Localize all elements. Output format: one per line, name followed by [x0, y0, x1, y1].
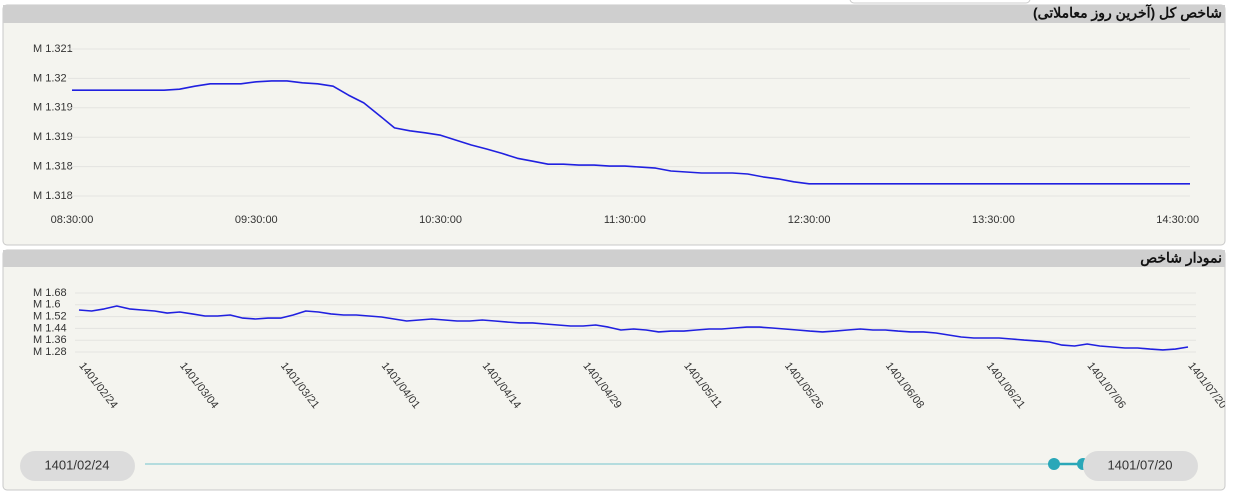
y-tick-label: M 1.6 [33, 299, 61, 311]
panel-header [3, 250, 1225, 267]
slider-handle[interactable] [1048, 458, 1060, 470]
top-tab[interactable] [849, 0, 1031, 4]
y-tick-label: M 1.319 [33, 102, 73, 114]
y-tick-label: M 1.318 [33, 190, 73, 202]
y-tick-label: M 1.32 [33, 72, 67, 84]
x-tick-label: 08:30:00 [51, 214, 94, 226]
y-tick-label: M 1.321 [33, 43, 73, 55]
slider-start-pill[interactable] [20, 451, 135, 481]
y-tick-label: M 1.36 [33, 334, 67, 346]
panel-header [3, 5, 1225, 23]
x-tick-label: 09:30:00 [235, 214, 278, 226]
line [78, 305, 1189, 351]
x-tick-label: 12:30:00 [788, 214, 831, 226]
y-tick-label: M 1.319 [33, 131, 73, 143]
x-tick-label: 14:30:00 [1156, 214, 1199, 226]
slider-end-pill[interactable] [1083, 451, 1198, 481]
panel [2, 4, 1226, 246]
chart-title: شاخص کل (آخرین روز معاملاتی) [1033, 4, 1222, 22]
chart-title: نمودار شاخص [1140, 250, 1222, 267]
y-tick-label: M 1.318 [33, 161, 73, 173]
y-tick-label: M 1.28 [33, 346, 67, 358]
x-tick-label: 11:30:00 [604, 214, 646, 226]
x-tick-label: 10:30:00 [419, 214, 462, 226]
y-tick-label: M 1.68 [33, 287, 67, 299]
chart-area: M 1.318 M 1.318 M 1.319 M 1.319 M 1.32 M 1.32… [33, 43, 1199, 226]
line [72, 80, 1190, 185]
y-tick-label: M 1.44 [33, 322, 67, 334]
x-tick-label: 13:30:00 [972, 214, 1015, 226]
y-tick-label: M 1.52 [33, 311, 67, 323]
slider-start-label: 1401/02/24 [44, 457, 109, 472]
slider-end-label: 1401/07/20 [1107, 457, 1172, 472]
